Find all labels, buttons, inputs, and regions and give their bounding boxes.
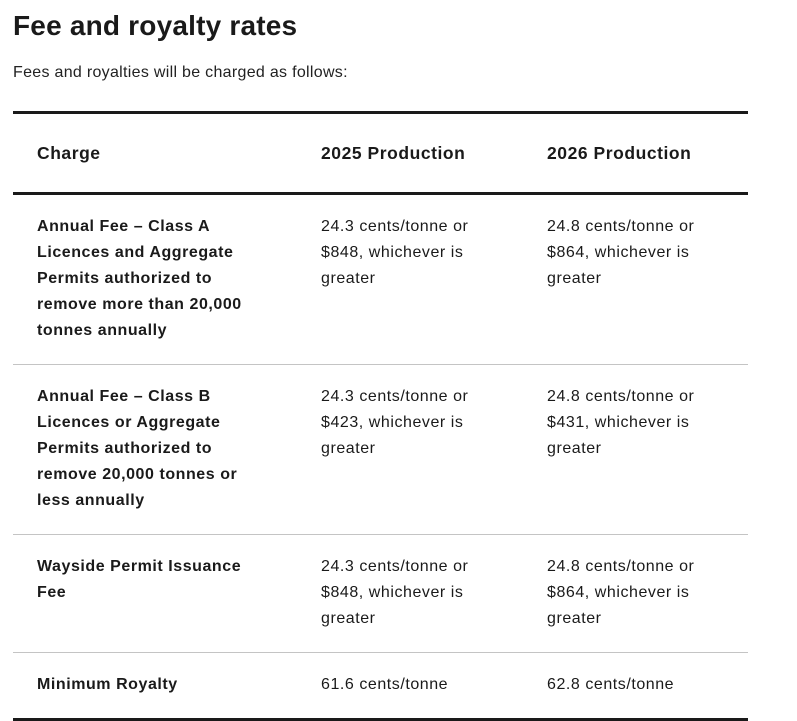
table-row: Wayside Permit Issuance Fee 24.3 cents/t… <box>13 535 748 653</box>
rate-2025-cell: 61.6 cents/tonne <box>321 676 449 693</box>
rate-2026-cell: 24.8 cents/tonne or $431, whichever is g… <box>547 388 695 457</box>
header-2025: 2025 Production <box>321 143 466 163</box>
rate-2025-cell: 24.3 cents/tonne or $848, whichever is g… <box>321 218 469 287</box>
rate-2026-cell: 24.8 cents/tonne or $864, whichever is g… <box>547 218 695 287</box>
header-2026: 2026 Production <box>547 143 692 163</box>
fee-table: Charge 2025 Production 2026 Production A… <box>13 111 748 721</box>
table-row: Annual Fee – Class B Licences or Aggrega… <box>13 365 748 535</box>
charge-cell: Wayside Permit Issuance Fee <box>37 558 242 601</box>
rate-2025-cell: 24.3 cents/tonne or $423, whichever is g… <box>321 388 469 457</box>
rate-2025-cell: 24.3 cents/tonne or $848, whichever is g… <box>321 558 469 627</box>
rate-2026-cell: 24.8 cents/tonne or $864, whichever is g… <box>547 558 695 627</box>
header-charge: Charge <box>37 143 101 163</box>
rate-2026-cell: 62.8 cents/tonne <box>547 676 675 693</box>
table-row: Minimum Royalty 61.6 cents/tonne 62.8 ce… <box>13 653 748 720</box>
charge-cell: Minimum Royalty <box>37 676 178 693</box>
page-title: Fee and royalty rates <box>13 10 298 41</box>
intro-text: Fees and royalties will be charged as fo… <box>13 64 348 81</box>
charge-cell: Annual Fee – Class A Licences and Aggreg… <box>37 218 242 339</box>
charge-cell: Annual Fee – Class B Licences or Aggrega… <box>37 388 238 509</box>
table-header-row: Charge 2025 Production 2026 Production <box>13 112 748 194</box>
table-row: Annual Fee – Class A Licences and Aggreg… <box>13 194 748 365</box>
